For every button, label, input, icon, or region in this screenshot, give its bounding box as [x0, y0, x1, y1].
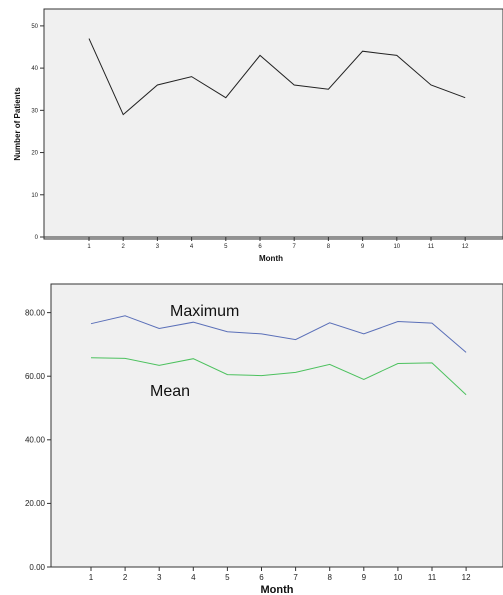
- x-tick-label: 6: [258, 244, 262, 250]
- x-tick-label: 8: [327, 244, 331, 250]
- y-tick-label: 50: [31, 24, 38, 30]
- x-tick-label: 1: [89, 573, 94, 582]
- x-tick-label: 9: [362, 573, 367, 582]
- x-tick-label: 10: [393, 244, 400, 250]
- y-tick-label: 20.00: [25, 499, 46, 508]
- x-tick-label: 1: [87, 244, 91, 250]
- y-tick-label: 0.00: [29, 563, 45, 572]
- x-axis-label: Month: [261, 584, 294, 595]
- x-tick-label: 7: [293, 244, 297, 250]
- x-axis-label: Month: [259, 254, 283, 262]
- mean-series-line: [90, 357, 467, 396]
- x-tick-label: 12: [462, 244, 469, 250]
- x-tick-label: 4: [191, 573, 196, 582]
- y-tick-label: 40: [31, 66, 38, 72]
- y-tick-label: 60.00: [25, 372, 46, 381]
- x-tick-label: 12: [462, 573, 471, 582]
- annotation-mean: Mean: [150, 383, 190, 400]
- annotation-maximum: Maximum: [170, 303, 239, 320]
- y-axis-label: Number of Patients: [13, 87, 22, 161]
- maximum-series-line: [90, 315, 467, 353]
- max-mean-chart: Month Maximum Mean 0.00 20.00 40.00 60.00 80…: [25, 283, 503, 595]
- x-tick-label: 11: [428, 244, 435, 250]
- y-tick-label: 20: [31, 151, 38, 157]
- x-tick-label: 7: [293, 573, 298, 582]
- x-tick-label: 4: [190, 244, 194, 250]
- x-tick-label: 10: [393, 573, 402, 582]
- x-tick-label: 5: [225, 573, 230, 582]
- x-tick-label: 5: [224, 244, 228, 250]
- y-tick-label: 40.00: [25, 436, 46, 445]
- y-tick-label: 80.00: [25, 308, 46, 317]
- x-tick-label: 2: [123, 573, 128, 582]
- x-tick-label: 3: [156, 244, 160, 250]
- x-tick-label: 3: [157, 573, 162, 582]
- plot-area-background: [43, 8, 503, 240]
- x-tick-label: 8: [327, 573, 332, 582]
- x-tick-label: 6: [259, 573, 264, 582]
- series-1-series-line: [88, 38, 466, 116]
- x-tick-label: 11: [428, 573, 437, 582]
- y-tick-label: 30: [31, 108, 38, 114]
- y-tick-label: 10: [31, 193, 38, 199]
- y-tick-label: 0: [35, 235, 39, 241]
- plot-area-background: [50, 283, 503, 568]
- x-tick-label: 9: [361, 244, 365, 250]
- x-tick-label: 2: [122, 244, 126, 250]
